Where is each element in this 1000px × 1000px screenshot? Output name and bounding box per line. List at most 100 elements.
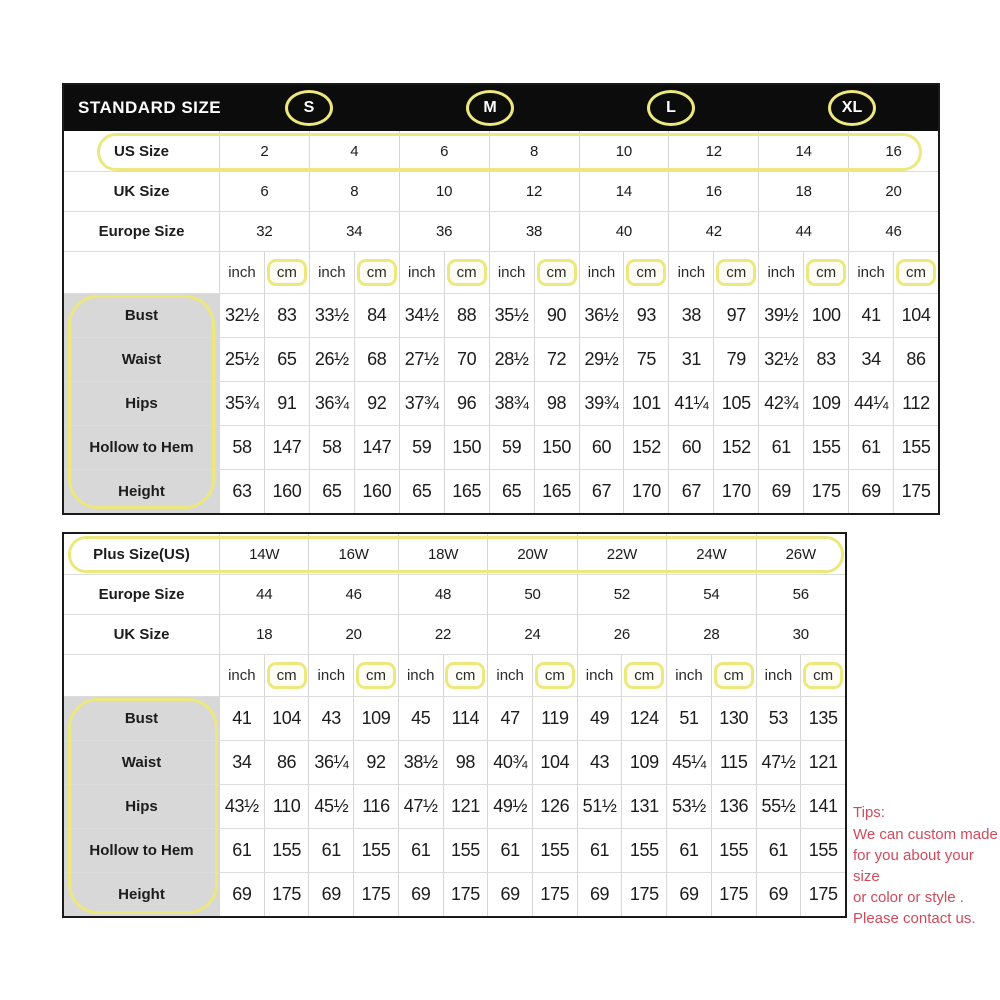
row-label: US Size xyxy=(64,131,219,171)
cm-unit-cell: cm xyxy=(623,252,668,293)
measure-value: 27½ xyxy=(398,338,444,381)
size-group-l-circle: L xyxy=(647,90,695,126)
size-value: 36 xyxy=(398,212,489,251)
measure-value: 34½ xyxy=(398,294,444,337)
inch-unit-label: inch xyxy=(848,252,893,293)
measure-value: 175 xyxy=(800,873,845,916)
measure-value: 65 xyxy=(263,338,309,381)
measure-value: 53½ xyxy=(666,785,711,828)
measure-row: Height 63 160 65 160 65 165 65 165 67 170 67 170 69 17… xyxy=(64,469,938,513)
measure-value: 97 xyxy=(713,294,758,337)
measure-value: 69 xyxy=(755,873,801,916)
measure-value: 32½ xyxy=(758,338,803,381)
measure-value: 150 xyxy=(443,426,489,469)
measure-value: 155 xyxy=(710,829,756,872)
measure-value: 104 xyxy=(893,294,938,337)
size-value: 42 xyxy=(668,212,758,251)
measure-value: 165 xyxy=(443,470,489,513)
measure-value: 92 xyxy=(353,382,399,425)
measure-value: 59 xyxy=(488,426,534,469)
measure-value: 155 xyxy=(803,426,848,469)
size-value: 14W xyxy=(219,534,308,574)
inch-unit-label: inch xyxy=(576,655,622,696)
measure-value: 60 xyxy=(578,426,624,469)
size-value: 8 xyxy=(308,172,399,211)
measure-value: 37¾ xyxy=(398,382,444,425)
cm-unit-cell: cm xyxy=(533,252,579,293)
measure-value: 155 xyxy=(800,829,845,872)
measure-value: 36¾ xyxy=(308,382,354,425)
standard-size-header: STANDARD SIZE S M L XL xyxy=(64,85,938,131)
row-label: Plus Size(US) xyxy=(64,534,219,574)
cm-unit-cell: cm xyxy=(442,655,488,696)
inch-unit-label: inch xyxy=(758,252,803,293)
size-value: 16 xyxy=(668,172,758,211)
measure-value: 141 xyxy=(800,785,845,828)
measure-value: 49 xyxy=(576,697,622,740)
measure-value: 100 xyxy=(803,294,848,337)
measure-value: 115 xyxy=(710,741,756,784)
plus-size-rows: Plus Size(US) 14W 16W 18W 20W 22W 24W 26W Europe… xyxy=(64,534,845,916)
cm-highlight-box: cm xyxy=(713,662,754,689)
tips-title: Tips: xyxy=(853,804,885,821)
size-group-s-circle: S xyxy=(285,90,333,126)
measure-value: 35¾ xyxy=(219,382,264,425)
size-value: 38 xyxy=(488,212,579,251)
measure-value: 69 xyxy=(397,873,443,916)
measure-value: 155 xyxy=(442,829,488,872)
size-value: 44 xyxy=(219,575,308,614)
row-label: Europe Size xyxy=(64,212,219,251)
measure-value: 65 xyxy=(308,470,354,513)
size-value: 18 xyxy=(758,172,848,211)
cm-unit-cell: cm xyxy=(713,252,758,293)
measure-value: 75 xyxy=(623,338,668,381)
size-value: 6 xyxy=(219,172,309,211)
size-value: 26 xyxy=(576,615,666,654)
standard-size-table: STANDARD SIZE S M L XL US Size 2 4 6 8 10 12 14… xyxy=(62,83,940,515)
measure-value: 43 xyxy=(308,697,353,740)
measure-value: 105 xyxy=(713,382,758,425)
unit-row: inch cm inch cm inch cm inch cm inch cm inch cm inch… xyxy=(64,654,845,696)
measure-value: 104 xyxy=(532,741,577,784)
size-row: US Size 2 4 6 8 10 12 14 16 xyxy=(64,131,938,171)
size-value: 20 xyxy=(308,615,397,654)
measure-value: 65 xyxy=(488,470,534,513)
measure-row: Height 69 175 69 175 69 175 69 175 69 175 69 175 69 17… xyxy=(64,872,845,916)
cm-highlight-box: cm xyxy=(626,259,667,286)
cm-unit-cell: cm xyxy=(803,252,848,293)
size-value: 16 xyxy=(848,131,938,171)
size-value: 8 xyxy=(488,131,579,171)
size-value: 48 xyxy=(397,575,487,614)
measure-value: 61 xyxy=(755,829,801,872)
cm-highlight-box: cm xyxy=(266,662,307,689)
measure-value: 124 xyxy=(621,697,666,740)
cm-unit-cell: cm xyxy=(800,655,845,696)
measure-value: 101 xyxy=(623,382,668,425)
size-value: 6 xyxy=(398,131,489,171)
measure-value: 135 xyxy=(800,697,845,740)
measure-value: 88 xyxy=(443,294,489,337)
measure-value: 93 xyxy=(623,294,668,337)
cm-unit-cell: cm xyxy=(532,655,577,696)
measure-value: 63 xyxy=(219,470,264,513)
measure-value: 35½ xyxy=(488,294,534,337)
measure-value: 98 xyxy=(533,382,579,425)
size-value: 18W xyxy=(397,534,487,574)
measure-value: 68 xyxy=(353,338,399,381)
size-value: 28 xyxy=(666,615,755,654)
measure-value: 59 xyxy=(398,426,444,469)
measure-label: Height xyxy=(64,873,219,916)
measure-value: 69 xyxy=(758,470,803,513)
cm-highlight-box: cm xyxy=(806,259,847,286)
size-value: 46 xyxy=(848,212,938,251)
measure-row: Bust 32½ 83 33½ 84 34½ 88 35½ 90 36½ 93 38 97 39½ 100 4… xyxy=(64,293,938,337)
size-value: 20W xyxy=(487,534,576,574)
cm-unit-cell: cm xyxy=(353,252,399,293)
size-value: 12 xyxy=(488,172,579,211)
row-label: UK Size xyxy=(64,172,219,211)
measure-value: 170 xyxy=(713,470,758,513)
cm-unit-cell: cm xyxy=(710,655,756,696)
measure-value: 49½ xyxy=(487,785,532,828)
measure-row: Hollow to Hem 61 155 61 155 61 155 61 155 61 155 61… xyxy=(64,828,845,872)
measure-value: 160 xyxy=(353,470,399,513)
